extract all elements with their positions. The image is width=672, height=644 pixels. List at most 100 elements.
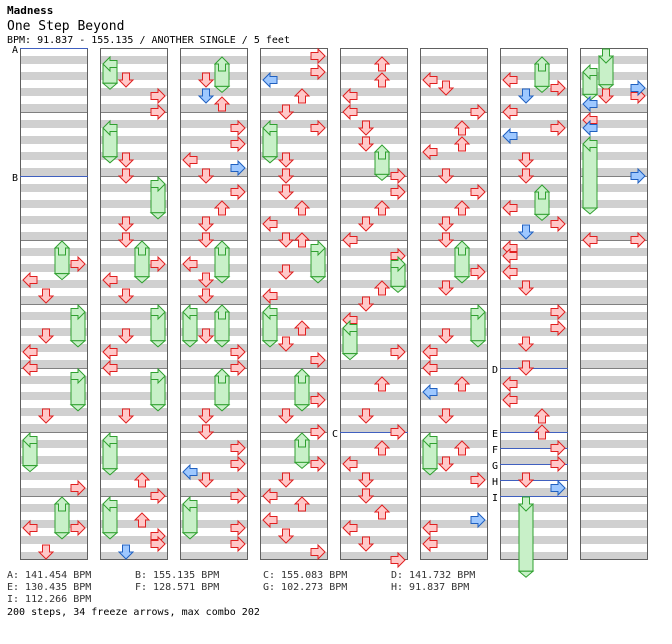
step-up-arrow-icon (373, 376, 391, 392)
step-down-arrow-icon (517, 472, 535, 488)
beat-stripe (500, 328, 568, 336)
freeze-arrow-tail (261, 156, 279, 164)
beat-stripe (260, 424, 328, 432)
freeze-up-arrow-icon (213, 368, 231, 384)
beat-stripe (100, 360, 168, 368)
step-left-arrow-icon (102, 359, 118, 377)
beat-stripe (500, 136, 568, 144)
step-right-arrow-icon (230, 455, 246, 473)
beat-stripe (260, 216, 328, 224)
chart-column (500, 48, 568, 560)
freeze-arrow-tail (533, 213, 551, 222)
beat-stripe (20, 120, 88, 128)
column-border (100, 48, 168, 560)
step-up-arrow-icon (453, 440, 471, 456)
step-right-arrow-icon (550, 439, 566, 457)
freeze-arrow-tail (181, 532, 199, 540)
step-right-arrow-icon (470, 183, 486, 201)
step-down-arrow-icon (117, 544, 135, 560)
step-down-arrow-icon (437, 216, 455, 232)
step-down-arrow-icon (437, 232, 455, 248)
beat-stripe (580, 264, 648, 272)
step-down-arrow-icon (597, 88, 615, 104)
beat-stripe (420, 248, 488, 256)
beat-stripe (340, 232, 408, 240)
step-left-arrow-icon (342, 455, 358, 473)
freeze-right-arrow-icon (310, 239, 326, 257)
chart-column (340, 48, 408, 560)
step-right-arrow-icon (230, 535, 246, 553)
step-down-arrow-icon (437, 408, 455, 424)
bpm-change-label: C (332, 429, 338, 440)
step-left-arrow-icon (22, 343, 38, 361)
step-up-arrow-icon (453, 376, 471, 392)
freeze-right-arrow-icon (470, 303, 486, 321)
freeze-up-arrow-icon (293, 368, 311, 384)
beat-stripe (500, 168, 568, 176)
beat-stripe (100, 488, 168, 496)
beat-stripe (340, 520, 408, 528)
beat-stripe (500, 280, 568, 288)
beat-stripe (180, 152, 248, 160)
beat-stripe (180, 200, 248, 208)
step-down-arrow-icon (117, 328, 135, 344)
step-right-arrow-icon (230, 343, 246, 361)
beat-stripe (260, 264, 328, 272)
step-right-arrow-icon (390, 423, 406, 441)
beat-stripe (100, 376, 168, 384)
step-down-arrow-icon (117, 216, 135, 232)
step-right-arrow-icon (310, 119, 326, 137)
step-right-arrow-icon (230, 135, 246, 153)
beat-stripe (340, 504, 408, 512)
freeze-arrow-tail (581, 207, 599, 215)
step-down-arrow-icon (437, 168, 455, 184)
beat-stripe (100, 392, 168, 400)
freeze-arrow-tail (309, 276, 327, 284)
bpm-legend-item: A: 141.454 BPM (7, 570, 92, 581)
freeze-arrow-tail (213, 340, 231, 348)
beat-stripe (500, 440, 568, 448)
step-right-arrow-icon (150, 535, 166, 553)
freeze-arrow-tail (597, 84, 615, 92)
beat-stripe (580, 360, 648, 368)
beat-stripe (180, 136, 248, 144)
step-up-arrow-icon (293, 320, 311, 336)
step-left-arrow-icon (182, 255, 198, 273)
beat-stripe (20, 200, 88, 208)
beat-stripe (500, 216, 568, 224)
beat-stripe (180, 440, 248, 448)
step-up-arrow-icon (293, 232, 311, 248)
beat-stripe (180, 184, 248, 192)
step-down-arrow-icon (37, 328, 55, 344)
column-border (260, 48, 328, 560)
beat-stripe (500, 552, 568, 560)
beat-stripe (580, 344, 648, 352)
beat-stripe (340, 88, 408, 96)
step-down-arrow-icon (357, 296, 375, 312)
beat-stripe (340, 536, 408, 544)
step-down-arrow-icon (197, 424, 215, 440)
bpm-change-label: D (492, 365, 498, 376)
step-left-arrow-icon (422, 71, 438, 89)
beat-stripe (340, 408, 408, 416)
beat-stripe (180, 120, 248, 128)
beat-stripe (260, 408, 328, 416)
step-left-arrow-icon (502, 391, 518, 409)
step-left-arrow-icon (502, 263, 518, 281)
step-down-arrow-icon (517, 360, 535, 376)
bpm-change-label: F (492, 445, 498, 456)
column-border (420, 48, 488, 560)
beat-stripe (20, 216, 88, 224)
beat-stripe (340, 488, 408, 496)
beat-stripe (500, 536, 568, 544)
freeze-left-arrow-icon (262, 303, 278, 321)
beat-stripe (260, 520, 328, 528)
step-right-arrow-icon (310, 423, 326, 441)
beat-stripe (420, 312, 488, 320)
beat-stripe (180, 328, 248, 336)
beat-stripe (500, 456, 568, 464)
beat-stripe (100, 184, 168, 192)
step-right-arrow-icon (310, 543, 326, 561)
chart-summary: 200 steps, 34 freeze arrows, max combo 2… (7, 607, 260, 618)
beat-stripe (420, 184, 488, 192)
